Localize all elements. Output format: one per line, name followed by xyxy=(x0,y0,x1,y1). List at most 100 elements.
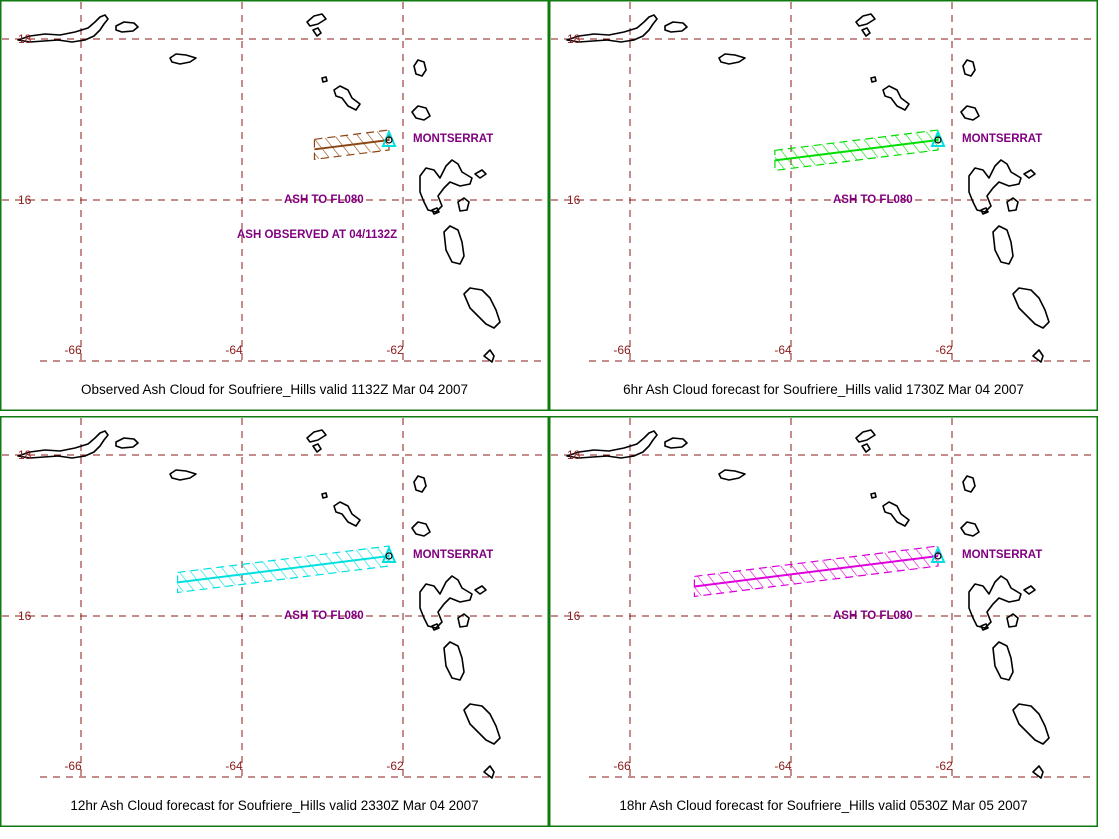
coastline xyxy=(1023,169,1036,179)
longitude-tick-label: -62 xyxy=(935,759,953,773)
coastline xyxy=(474,585,487,595)
coastline xyxy=(411,521,431,537)
panel-caption: 12hr Ash Cloud forecast for Soufriere_Hi… xyxy=(70,798,478,813)
longitude-tick-label: -64 xyxy=(225,759,243,773)
coastline xyxy=(333,85,361,111)
longitude-tick-label: -66 xyxy=(613,343,631,357)
coastline xyxy=(870,492,877,499)
panel-frame xyxy=(0,0,549,411)
coastline xyxy=(115,21,139,33)
coastline xyxy=(474,169,487,179)
latitude-tick-label: 18 xyxy=(567,448,581,462)
latitude-tick-label: 16 xyxy=(18,609,32,623)
coastline xyxy=(980,207,989,215)
ash-cloud-axis xyxy=(774,139,939,162)
coastline xyxy=(443,225,465,265)
latitude-tick-label: 18 xyxy=(18,448,32,462)
ash-level-label: ASH TO FL080 xyxy=(284,610,364,622)
coastline xyxy=(855,429,876,443)
ash-cloud-axis xyxy=(694,555,939,588)
coastline xyxy=(962,475,976,493)
map-panel: -66 -64 -62 18 16 MONTSERRAT ASH TO FL080 18hr … xyxy=(549,416,1098,827)
ash-level-label: ASH TO FL080 xyxy=(833,194,913,206)
latitude-tick-label: 18 xyxy=(567,32,581,46)
map-panel: -66 -64 -62 18 16 MONTSERRAT ASH TO FL080 6hr A… xyxy=(549,0,1098,411)
coastline xyxy=(17,14,109,43)
coastline xyxy=(431,623,440,631)
panel-frame xyxy=(549,0,1098,411)
coastline xyxy=(1023,585,1036,595)
longitude-tick-label: -62 xyxy=(386,759,404,773)
coastline xyxy=(870,76,877,83)
montserrat-island xyxy=(385,136,393,144)
montserrat-label: MONTSERRAT xyxy=(962,549,1042,561)
coastline xyxy=(566,430,658,459)
coastline xyxy=(968,159,1022,213)
longitude-tick-label: -66 xyxy=(64,343,82,357)
coastline xyxy=(566,14,658,43)
longitude-tick-label: -66 xyxy=(613,759,631,773)
coastline xyxy=(306,13,327,27)
coastline xyxy=(1032,349,1044,363)
coastline xyxy=(321,76,328,83)
longitude-tick-label: -64 xyxy=(774,343,792,357)
coastline xyxy=(855,13,876,27)
coastline xyxy=(312,443,322,453)
coastline xyxy=(463,703,501,745)
coastline xyxy=(1006,613,1019,628)
longitude-tick-label: -66 xyxy=(64,759,82,773)
coastline xyxy=(463,287,501,329)
coastline xyxy=(17,430,109,459)
coastline xyxy=(169,53,197,65)
coastline xyxy=(980,623,989,631)
coastline xyxy=(312,27,322,37)
coastline xyxy=(431,207,440,215)
coastline xyxy=(483,765,495,779)
coastline xyxy=(960,521,980,537)
coastline xyxy=(960,105,980,121)
coastline xyxy=(664,437,688,449)
coastline xyxy=(1012,703,1050,745)
ash-level-label: ASH TO FL080 xyxy=(284,194,364,206)
longitude-tick-label: -64 xyxy=(225,343,243,357)
coastline xyxy=(1006,197,1019,212)
coastline xyxy=(411,105,431,121)
coastline xyxy=(861,27,871,37)
panel-caption: 6hr Ash Cloud forecast for Soufriere_Hil… xyxy=(623,382,1024,397)
coastline xyxy=(115,437,139,449)
map-panel: -66 -64 -62 18 16 MONTSERRAT ASH TO FL080 12hr … xyxy=(0,416,549,827)
panel-frame xyxy=(549,416,1098,827)
ash-cloud-axis xyxy=(314,139,390,151)
coastline xyxy=(419,575,473,629)
coastline xyxy=(718,53,746,65)
longitude-tick-label: -62 xyxy=(935,343,953,357)
panel-caption: Observed Ash Cloud for Soufriere_Hills v… xyxy=(81,382,468,397)
latitude-tick-label: 16 xyxy=(567,609,581,623)
coastline xyxy=(861,443,871,453)
coastline xyxy=(419,159,473,213)
coastline xyxy=(306,429,327,443)
montserrat-label: MONTSERRAT xyxy=(413,549,493,561)
ash-level-label: ASH TO FL080 xyxy=(833,610,913,622)
coastline xyxy=(882,501,910,527)
coastline xyxy=(457,197,470,212)
coastline xyxy=(664,21,688,33)
coastline xyxy=(169,469,197,481)
latitude-tick-label: 16 xyxy=(567,193,581,207)
latitude-tick-label: 16 xyxy=(18,193,32,207)
montserrat-label: MONTSERRAT xyxy=(413,133,493,145)
coastline xyxy=(882,85,910,111)
montserrat-island xyxy=(385,552,393,560)
montserrat-label: MONTSERRAT xyxy=(962,133,1042,145)
coastline xyxy=(968,575,1022,629)
coastline xyxy=(1032,765,1044,779)
ash-cloud-axis xyxy=(177,555,390,584)
coastline xyxy=(718,469,746,481)
coastline xyxy=(443,641,465,681)
coastline xyxy=(992,641,1014,681)
map-panel: -66 -64 -62 18 16 MONTSERRAT ASH TO FL080 ASH O… xyxy=(0,0,549,411)
coastline xyxy=(992,225,1014,265)
coastline xyxy=(413,59,427,77)
longitude-tick-label: -62 xyxy=(386,343,404,357)
